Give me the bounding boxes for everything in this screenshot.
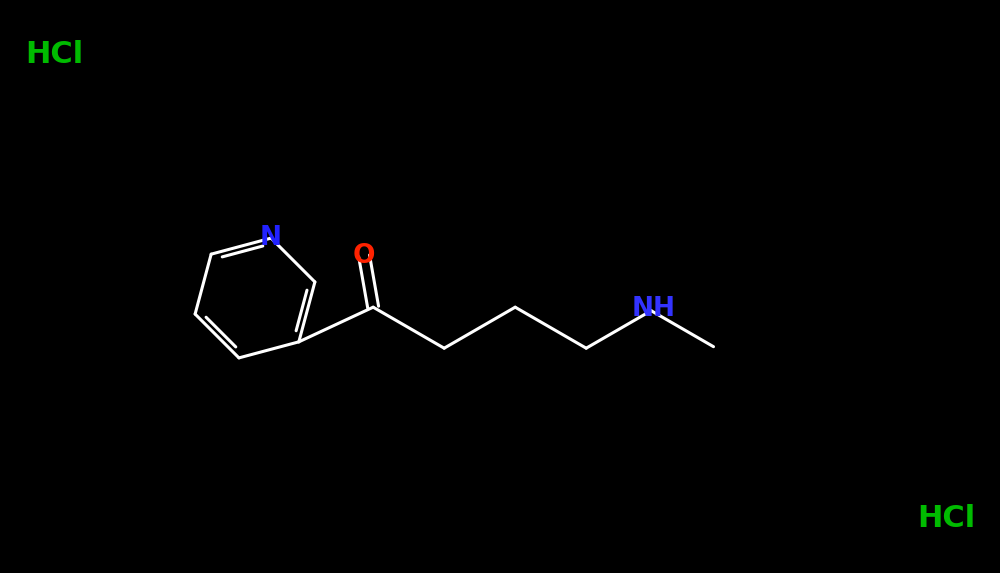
Text: NH: NH bbox=[631, 296, 675, 321]
Text: HCl: HCl bbox=[25, 40, 83, 69]
Text: HCl: HCl bbox=[917, 504, 975, 533]
Text: N: N bbox=[260, 225, 282, 251]
Text: O: O bbox=[353, 243, 375, 269]
